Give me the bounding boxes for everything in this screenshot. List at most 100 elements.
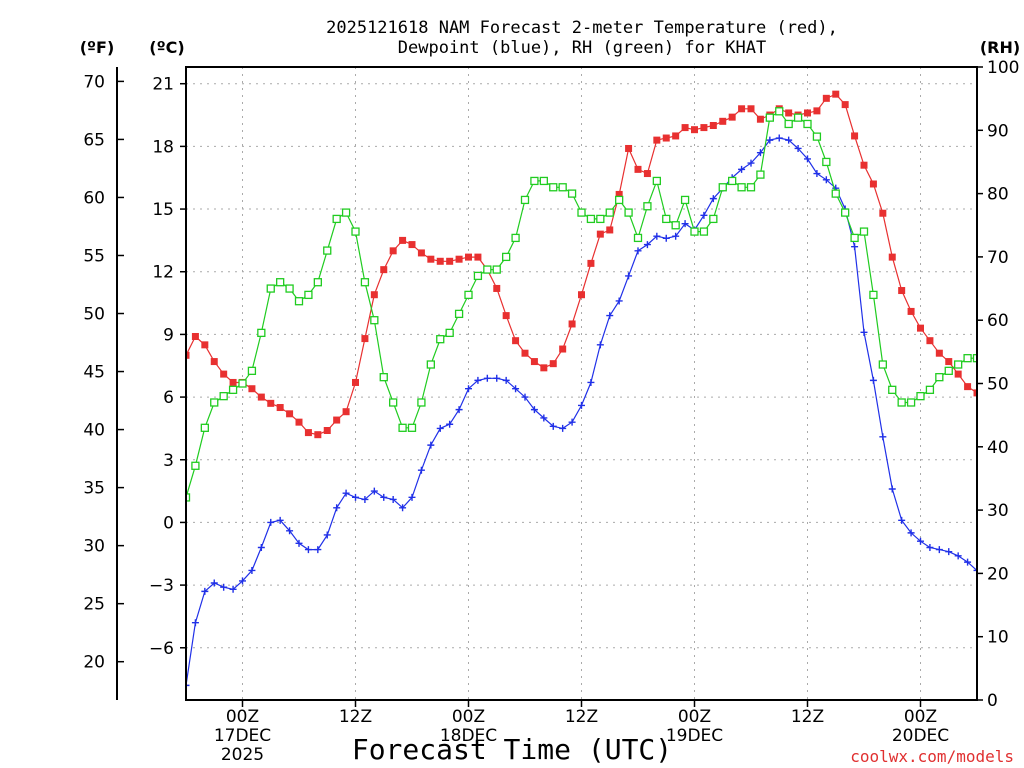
x-date-label: 19DEC [666,726,723,746]
rh-point [549,183,558,192]
rh-point [247,366,257,375]
dewpoint-point [314,546,322,554]
dewpoint-point [587,378,595,386]
rh-point [756,170,765,179]
temperature-point [559,345,567,353]
temperature-point [615,190,623,198]
temperature-point [521,349,529,357]
dewpoint-point [954,552,962,560]
rh-point [944,366,953,375]
rh-point [473,271,483,281]
chart-title-line1: 2025121618 NAM Forecast 2-meter Temperat… [326,18,838,38]
temperature-point [530,358,538,366]
rh-point [445,328,454,338]
axes-layer: 211815129630−3−6706560555045403530252010… [83,58,1019,765]
temperature-point [446,257,454,265]
temperature-point [756,115,764,123]
rh-tick-label: 90 [987,121,1009,141]
fahrenheit-tick-label: 65 [83,130,105,150]
temperature-point [681,124,689,132]
dewpoint-point [973,566,977,574]
dewpoint-point [465,385,472,393]
temperature-point [229,378,237,386]
rh-point [812,132,822,141]
rh-point [266,284,275,293]
rh-point [680,195,690,205]
dewpoint-point [681,220,689,228]
temperature-point [719,117,727,125]
temperature-point [323,427,331,435]
dewpoint-point [323,531,331,539]
dewpoint-point [257,543,265,551]
temperature-point [540,364,548,372]
dewpoint-point [399,504,407,512]
dewpoint-point [851,243,859,251]
grid-lines [186,67,977,700]
temperature-point [352,378,359,386]
rh-point [718,183,727,192]
rh-tick-label: 50 [987,375,1009,395]
temperature-point [691,126,698,134]
temperature-point [276,404,284,412]
rh-point [483,265,492,274]
rh-point [520,195,530,205]
dewpoint-point [907,529,915,537]
dewpoint-point [436,424,444,432]
temperature-point [643,170,651,178]
dewpoint-point [568,418,576,426]
rh-point [972,354,977,363]
dewpoint-point [239,577,246,585]
temperature-point [549,360,557,368]
dewpoint-point [295,539,303,547]
rh-point [370,316,379,325]
celsius-tick-label: 21 [152,75,174,95]
rh-point [332,214,341,224]
temperature-point [248,385,256,393]
dewpoint-point [747,159,755,167]
rh-tick-label: 10 [987,628,1009,648]
dewpoint-point [822,176,830,184]
rh-point [351,227,360,236]
rh-point [841,208,850,217]
dewpoint-point [186,681,190,689]
x-axis-label: Forecast Time (UTC) [352,733,672,766]
rh-point [186,493,191,502]
dewpoint-point [766,136,774,144]
temperature-point [869,180,877,188]
temperature-point [973,389,977,397]
temperature-point [822,94,830,102]
series-layer [186,90,977,689]
temperature-point [625,144,633,152]
fahrenheit-tick-label: 30 [83,537,105,557]
fahrenheit-tick-label: 50 [83,305,105,325]
rh-unit-label: (RH) [980,38,1020,57]
x-tick-label: 12Z [565,707,598,727]
dewpoint-point [935,546,943,554]
rh-point [850,233,859,243]
rh-point [784,119,793,129]
rh-point [831,189,840,198]
rh-point [888,385,897,394]
fahrenheit-tick-label: 40 [83,421,105,441]
dewpoint-point [530,406,538,414]
temperature-point [804,109,811,117]
dewpoint-point [662,234,670,242]
temperature-point [512,337,520,345]
temperature-point [738,105,746,113]
celsius-tick-label: 18 [152,137,174,157]
dewpoint-point [220,583,228,591]
rh-tick-label: 100 [987,58,1019,78]
rh-tick-label: 60 [987,311,1009,331]
temperature-point [954,370,962,378]
dewpoint-point [389,495,397,503]
rh-point [360,278,370,287]
dewpoint-point [672,232,680,240]
temperature-point [898,287,906,295]
temperature-point [587,259,595,267]
temperature-point [926,337,934,345]
dewpoint-point [455,406,463,414]
dewpoint-point [813,170,821,178]
temperature-point [295,418,303,426]
dewpoint-point [860,328,868,336]
